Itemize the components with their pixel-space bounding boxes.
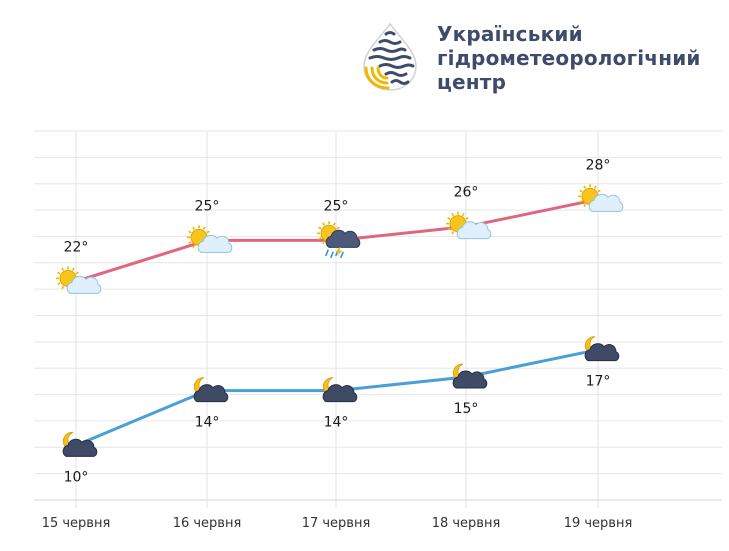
data-label: 28° [586, 157, 611, 173]
data-label: 14° [324, 415, 349, 431]
night-cloud-icon [452, 370, 488, 389]
x-tick-label: 19 червня [564, 516, 633, 531]
sun-cloud-icon [578, 184, 624, 212]
data-label: 25° [195, 198, 220, 214]
data-label: 10° [64, 469, 89, 485]
header: Український гідрометеорологічний центр [0, 0, 729, 110]
x-tick-label: 15 червня [42, 516, 111, 531]
data-label: 15° [454, 401, 479, 417]
data-label: 14° [195, 415, 220, 431]
chart-series: 22° 25° 25° 26° 28° 10° 14° 14° 15° 17° [56, 157, 624, 485]
organization-name-line-1: Український [437, 22, 583, 46]
lightning-icon [336, 247, 342, 258]
x-tick-label: 16 червня [173, 516, 242, 531]
organization-name-line-3: центр [437, 70, 507, 94]
sun-cloud-icon [187, 225, 233, 253]
night-cloud-icon [584, 343, 620, 362]
organization-name-line-2: гідрометеорологічний [437, 46, 701, 70]
moon-cloud-icon [452, 363, 488, 389]
moon-cloud-icon [193, 377, 229, 403]
sun-storm-rain-icon [317, 221, 361, 259]
moon-cloud-icon [322, 377, 358, 403]
x-tick-label: 17 червня [302, 516, 371, 531]
moon-cloud-icon [584, 336, 620, 362]
data-label: 17° [586, 374, 611, 390]
series-night: 10° 14° 14° 15° 17° [62, 336, 620, 485]
storm-cloud-icon [325, 229, 361, 248]
chart-grid [34, 130, 722, 508]
data-label: 26° [454, 185, 479, 201]
x-axis-ticks: 15 червня 16 червня 17 червня 18 червня 19 ч… [42, 516, 633, 531]
x-tick-label: 18 червня [432, 516, 501, 531]
organization-name: Український гідрометеорологічний центр [437, 22, 701, 94]
cloud-icon [66, 275, 102, 294]
night-cloud-icon [62, 438, 98, 457]
night-cloud-icon [322, 384, 358, 403]
hydromet-drop-logo-icon [363, 22, 417, 91]
cloud-icon [456, 221, 492, 240]
data-label: 22° [64, 239, 89, 255]
sun-cloud-icon [56, 266, 102, 294]
cloud-icon [197, 234, 233, 253]
sun-cloud-icon [446, 211, 492, 240]
cloud-icon [588, 193, 624, 212]
moon-cloud-icon [62, 431, 98, 457]
night-cloud-icon [193, 384, 229, 403]
data-label: 25° [324, 198, 349, 214]
series-day: 22° 25° 25° 26° 28° [56, 157, 624, 294]
